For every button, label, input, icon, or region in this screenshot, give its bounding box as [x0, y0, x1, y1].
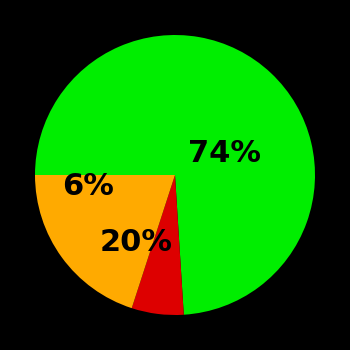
Wedge shape: [35, 175, 175, 308]
Text: 6%: 6%: [62, 172, 114, 201]
Text: 20%: 20%: [99, 228, 172, 257]
Text: 74%: 74%: [188, 140, 260, 168]
Wedge shape: [35, 35, 315, 315]
Wedge shape: [132, 175, 184, 315]
